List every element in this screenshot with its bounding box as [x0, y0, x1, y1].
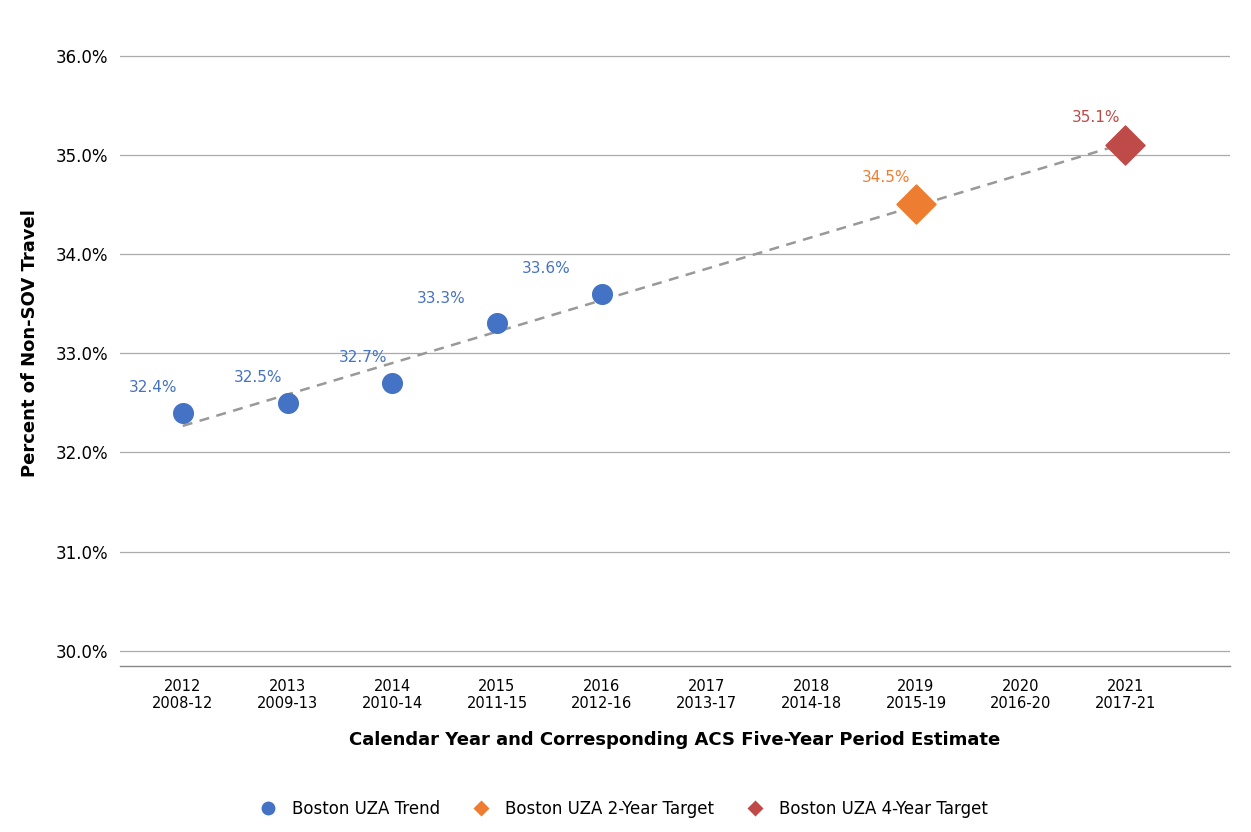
Point: [906, 198, 926, 211]
Point: [173, 406, 193, 419]
Text: 32.7%: 32.7%: [339, 350, 387, 365]
Text: 32.4%: 32.4%: [129, 379, 178, 395]
Point: [487, 317, 507, 330]
Point: [1116, 138, 1136, 151]
Point: [592, 287, 612, 300]
X-axis label: Calendar Year and Corresponding ACS Five-Year Period Estimate: Calendar Year and Corresponding ACS Five…: [349, 730, 1001, 749]
Text: 33.3%: 33.3%: [417, 290, 465, 305]
Text: 33.6%: 33.6%: [522, 260, 570, 275]
Text: 34.5%: 34.5%: [862, 170, 911, 185]
Legend: Boston UZA Trend, Boston UZA 2-Year Target, Boston UZA 4-Year Target: Boston UZA Trend, Boston UZA 2-Year Targ…: [245, 794, 995, 825]
Point: [278, 396, 298, 409]
Y-axis label: Percent of Non-SOV Travel: Percent of Non-SOV Travel: [21, 210, 39, 478]
Point: [383, 376, 403, 389]
Text: 32.5%: 32.5%: [234, 370, 283, 385]
Text: 35.1%: 35.1%: [1072, 110, 1120, 125]
